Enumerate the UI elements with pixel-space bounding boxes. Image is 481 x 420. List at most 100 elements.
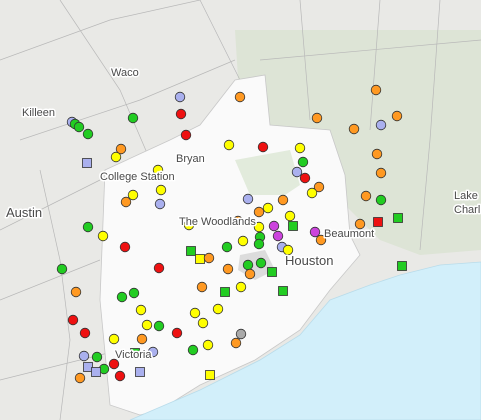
station-marker[interactable] <box>183 219 195 231</box>
station-marker[interactable] <box>78 350 90 362</box>
station-marker[interactable] <box>174 91 186 103</box>
station-marker[interactable] <box>108 333 120 345</box>
station-marker[interactable] <box>141 319 153 331</box>
station-marker[interactable] <box>115 143 127 155</box>
station-marker[interactable] <box>135 367 145 377</box>
station-marker[interactable] <box>202 339 214 351</box>
station-marker[interactable] <box>284 210 296 222</box>
station-marker[interactable] <box>255 257 267 269</box>
station-marker[interactable] <box>235 281 247 293</box>
station-marker[interactable] <box>371 148 383 160</box>
station-marker[interactable] <box>230 337 242 349</box>
station-marker[interactable] <box>315 234 327 246</box>
station-marker[interactable] <box>135 304 147 316</box>
station-marker[interactable] <box>253 221 265 233</box>
station-marker[interactable] <box>187 344 199 356</box>
station-marker[interactable] <box>253 238 265 250</box>
station-marker[interactable] <box>294 142 306 154</box>
station-marker[interactable] <box>360 190 372 202</box>
station-marker[interactable] <box>116 291 128 303</box>
station-marker[interactable] <box>155 184 167 196</box>
station-marker[interactable] <box>234 91 246 103</box>
station-marker[interactable] <box>299 172 311 184</box>
station-marker[interactable] <box>282 244 294 256</box>
station-marker[interactable] <box>393 213 403 223</box>
station-marker[interactable] <box>262 202 274 214</box>
station-marker[interactable] <box>152 164 164 176</box>
station-marker[interactable] <box>370 84 382 96</box>
station-marker[interactable] <box>373 217 383 227</box>
station-marker[interactable] <box>56 263 68 275</box>
station-marker[interactable] <box>220 287 230 297</box>
station-marker[interactable] <box>70 286 82 298</box>
city-label: Bryan <box>176 153 205 165</box>
station-marker[interactable] <box>147 346 159 358</box>
station-marker[interactable] <box>83 362 93 372</box>
station-marker[interactable] <box>153 262 165 274</box>
station-marker[interactable] <box>82 158 92 168</box>
station-marker[interactable] <box>268 220 280 232</box>
station-marker[interactable] <box>91 351 103 363</box>
station-marker[interactable] <box>74 372 86 384</box>
station-marker[interactable] <box>348 123 360 135</box>
station-marker[interactable] <box>79 327 91 339</box>
station-marker[interactable] <box>154 198 166 210</box>
station-marker[interactable] <box>375 167 387 179</box>
station-marker[interactable] <box>391 110 403 122</box>
station-marker[interactable] <box>354 218 366 230</box>
station-marker[interactable] <box>242 193 254 205</box>
station-marker[interactable] <box>311 112 323 124</box>
station-marker[interactable] <box>127 112 139 124</box>
station-marker[interactable] <box>91 367 101 377</box>
station-marker[interactable] <box>257 141 269 153</box>
station-marker[interactable] <box>189 307 201 319</box>
station-marker[interactable] <box>203 252 215 264</box>
station-marker[interactable] <box>313 181 325 193</box>
station-marker[interactable] <box>291 166 303 178</box>
station-marker[interactable] <box>195 254 205 264</box>
station-marker[interactable] <box>288 221 298 231</box>
station-marker[interactable] <box>130 348 140 358</box>
station-marker[interactable] <box>235 328 247 340</box>
station-marker[interactable] <box>128 287 140 299</box>
station-marker[interactable] <box>196 281 208 293</box>
station-marker[interactable] <box>272 230 284 242</box>
station-marker[interactable] <box>375 119 387 131</box>
station-marker[interactable] <box>136 333 148 345</box>
station-marker[interactable] <box>67 314 79 326</box>
station-marker[interactable] <box>153 320 165 332</box>
station-marker[interactable] <box>309 226 321 238</box>
station-marker[interactable] <box>237 235 249 247</box>
station-marker[interactable] <box>120 196 132 208</box>
station-marker[interactable] <box>82 128 94 140</box>
station-marker[interactable] <box>306 187 318 199</box>
station-marker[interactable] <box>110 151 122 163</box>
station-marker[interactable] <box>82 221 94 233</box>
station-marker[interactable] <box>278 286 288 296</box>
station-marker[interactable] <box>127 189 139 201</box>
station-marker[interactable] <box>277 194 289 206</box>
station-marker[interactable] <box>119 241 131 253</box>
station-marker[interactable] <box>114 370 126 382</box>
station-marker[interactable] <box>232 215 244 227</box>
station-marker[interactable] <box>73 121 85 133</box>
station-marker[interactable] <box>186 246 196 256</box>
station-marker[interactable] <box>397 261 407 271</box>
station-marker[interactable] <box>221 241 233 253</box>
station-marker[interactable] <box>253 206 265 218</box>
station-marker[interactable] <box>171 327 183 339</box>
station-marker[interactable] <box>242 259 254 271</box>
station-marker[interactable] <box>97 230 109 242</box>
station-marker[interactable] <box>108 358 120 370</box>
station-marker[interactable] <box>297 156 309 168</box>
station-marker[interactable] <box>197 317 209 329</box>
station-marker[interactable] <box>212 303 224 315</box>
station-marker[interactable] <box>205 370 215 380</box>
station-marker[interactable] <box>175 108 187 120</box>
station-marker[interactable] <box>375 194 387 206</box>
station-marker[interactable] <box>244 268 256 280</box>
station-marker[interactable] <box>222 263 234 275</box>
station-marker[interactable] <box>180 129 192 141</box>
station-marker[interactable] <box>267 267 277 277</box>
station-marker[interactable] <box>223 139 235 151</box>
